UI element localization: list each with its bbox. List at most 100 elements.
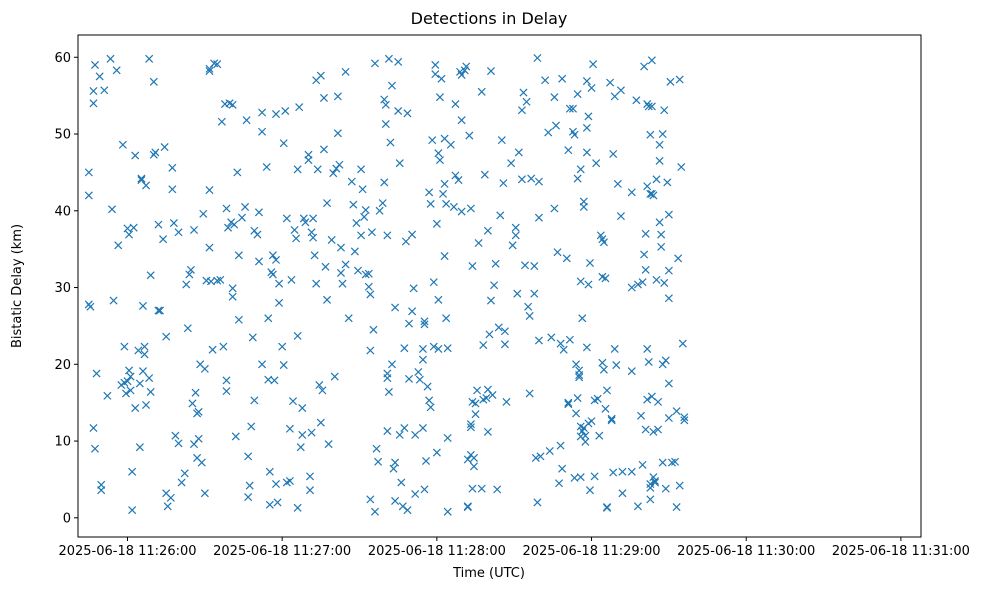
data-point (655, 156, 664, 165)
data-point (135, 443, 144, 452)
data-point (664, 266, 673, 275)
data-point (637, 411, 646, 420)
data-point (606, 78, 615, 87)
data-point (585, 258, 595, 267)
data-point (564, 400, 573, 409)
data-point (582, 123, 591, 132)
data-point (237, 213, 246, 222)
data-point (627, 467, 636, 476)
data-point (517, 106, 526, 115)
data-point (649, 427, 658, 436)
data-point (154, 220, 163, 229)
data-point (451, 171, 460, 180)
data-point (525, 311, 534, 320)
data-point (327, 235, 336, 244)
data-point (375, 206, 384, 215)
data-point (658, 458, 667, 467)
data-point (644, 357, 653, 367)
data-point (361, 270, 370, 279)
data-point (350, 247, 359, 256)
data-point (423, 382, 432, 391)
data-point (579, 202, 588, 211)
data-point (146, 387, 155, 396)
data-point (292, 234, 301, 243)
data-point (607, 414, 616, 423)
data-point (589, 60, 598, 69)
data-point (397, 478, 406, 487)
data-point (357, 165, 366, 174)
data-point (275, 279, 284, 288)
y-tick-label: 10 (54, 435, 71, 450)
data-point (463, 502, 472, 511)
data-point (551, 121, 560, 130)
data-point (652, 175, 661, 184)
y-tick-label: 50 (54, 128, 71, 143)
data-point (649, 191, 658, 200)
data-point (282, 214, 291, 223)
data-point (646, 495, 655, 504)
data-point (647, 102, 656, 111)
data-point (660, 278, 669, 287)
data-point (666, 77, 675, 86)
data-point (593, 394, 602, 403)
data-point (590, 472, 599, 481)
data-point (602, 503, 612, 512)
data-point (128, 467, 137, 476)
data-point (271, 480, 281, 489)
data-point (541, 76, 550, 85)
data-point (120, 342, 129, 351)
data-point (457, 70, 466, 79)
y-tick-label: 20 (54, 358, 71, 373)
data-point (572, 360, 581, 369)
data-point (224, 223, 233, 232)
data-point (610, 344, 619, 353)
data-point (129, 223, 138, 232)
data-point (394, 106, 403, 116)
data-point (527, 174, 536, 183)
data-point (298, 404, 307, 413)
data-point (576, 277, 585, 286)
data-point (415, 375, 424, 384)
data-point (233, 168, 242, 177)
data-point (514, 148, 523, 157)
data-point (336, 268, 345, 277)
data-point (473, 386, 482, 395)
data-point (533, 498, 542, 507)
data-point (587, 83, 596, 92)
data-points (84, 54, 689, 516)
data-point (125, 366, 134, 375)
data-point (316, 71, 325, 80)
data-point (258, 360, 267, 369)
data-point (655, 218, 664, 227)
data-point (149, 77, 158, 86)
data-point (352, 219, 361, 228)
data-point (268, 270, 277, 279)
data-point (680, 413, 689, 422)
data-point (429, 278, 438, 287)
data-point (661, 356, 670, 365)
data-point (333, 92, 342, 101)
data-point (188, 399, 197, 408)
data-point (316, 418, 325, 427)
data-point (545, 447, 554, 456)
data-point (364, 269, 373, 278)
data-point (386, 138, 395, 147)
data-point (609, 149, 618, 159)
data-point (524, 302, 533, 311)
data-point (573, 394, 582, 403)
data-point (641, 265, 650, 274)
data-point (200, 364, 209, 373)
data-point (270, 376, 279, 385)
data-point (140, 342, 149, 351)
data-point (89, 423, 98, 433)
data-point (434, 149, 443, 158)
data-point (205, 243, 214, 252)
data-point (253, 230, 262, 239)
data-point (657, 242, 666, 251)
data-point (271, 255, 281, 264)
data-point (364, 282, 373, 291)
data-point (599, 238, 608, 247)
data-point (389, 464, 398, 473)
data-point (616, 212, 625, 221)
data-point (602, 386, 612, 395)
